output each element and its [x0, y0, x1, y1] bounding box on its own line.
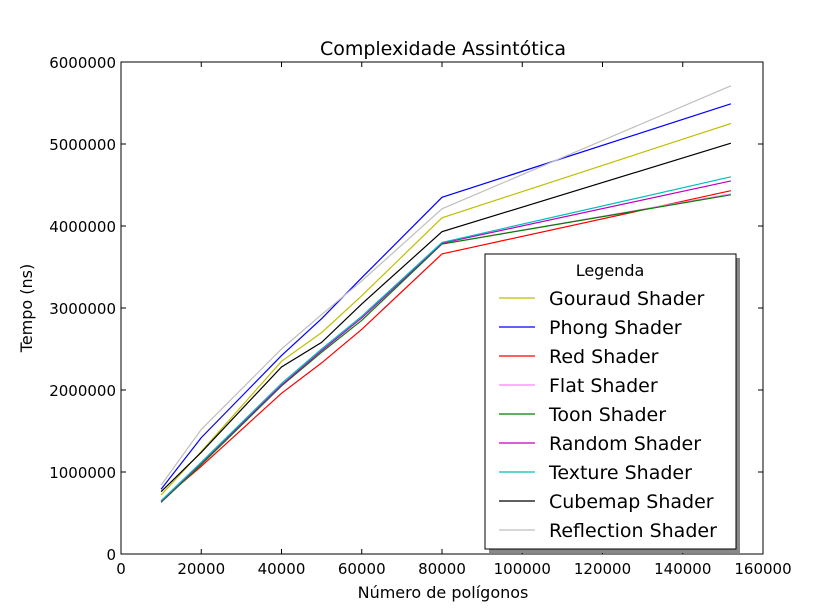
- chart-title: Complexidade Assintótica: [320, 38, 566, 60]
- x-tick-label: 160000: [734, 560, 791, 578]
- axis-ticks: 0 20000 40000 60000 80000 100000 120000 140000 1…: [49, 54, 791, 578]
- legend-item: Cubemap Shader: [499, 491, 714, 513]
- y-axis-label: Tempo (ns): [17, 264, 36, 353]
- legend-label: Phong Shader: [549, 317, 682, 339]
- legend-item: Phong Shader: [499, 317, 682, 339]
- x-tick-label: 140000: [654, 560, 711, 578]
- legend-item: Gouraud Shader: [499, 288, 704, 310]
- legend-label: Texture Shader: [548, 462, 692, 484]
- y-tick-label: 5000000: [49, 136, 116, 154]
- series-line-9: [160, 85, 732, 486]
- y-tick-label: 1000000: [49, 464, 116, 482]
- x-tick-label: 120000: [574, 560, 631, 578]
- x-tick-label: 40000: [258, 560, 306, 578]
- x-tick-label: 60000: [338, 560, 386, 578]
- series-line-3: [160, 190, 732, 502]
- y-tick-label: 3000000: [49, 300, 116, 318]
- x-tick-label: 100000: [494, 560, 551, 578]
- legend-label: Cubemap Shader: [549, 491, 714, 513]
- x-tick-label: 20000: [177, 560, 225, 578]
- legend-label: Reflection Shader: [549, 520, 717, 542]
- y-tick-label: 0: [106, 546, 116, 564]
- y-tick-label: 6000000: [49, 54, 116, 72]
- x-axis-label: Número de polígonos: [358, 583, 529, 602]
- x-tick-label: 0: [116, 560, 126, 578]
- series-line-7: [160, 176, 732, 502]
- x-tick-label: 80000: [418, 560, 466, 578]
- legend-item: Toon Shader: [499, 404, 666, 426]
- legend-item: Random Shader: [499, 433, 701, 455]
- legend-label: Random Shader: [549, 433, 701, 455]
- y-tick-label: 2000000: [49, 382, 116, 400]
- legend-label: Gouraud Shader: [549, 288, 704, 310]
- legend-label: Toon Shader: [548, 404, 666, 426]
- legend-label: Flat Shader: [549, 375, 658, 397]
- legend: Legenda Gouraud Shader Phong Shader Red Sh…: [484, 253, 740, 553]
- legend-items: Gouraud Shader Phong Shader Red Shader Flat…: [499, 288, 717, 542]
- series-line-2: [160, 103, 732, 490]
- series-line-8: [160, 142, 732, 493]
- legend-item: Flat Shader: [499, 375, 658, 397]
- legend-item: Texture Shader: [499, 462, 692, 484]
- series-layer: [160, 85, 732, 503]
- y-tick-label: 4000000: [49, 218, 116, 236]
- legend-box: [484, 253, 737, 550]
- legend-item: Reflection Shader: [499, 520, 717, 542]
- legend-item: Red Shader: [499, 346, 659, 368]
- legend-label: Red Shader: [549, 346, 659, 368]
- legend-title: Legenda: [576, 261, 645, 280]
